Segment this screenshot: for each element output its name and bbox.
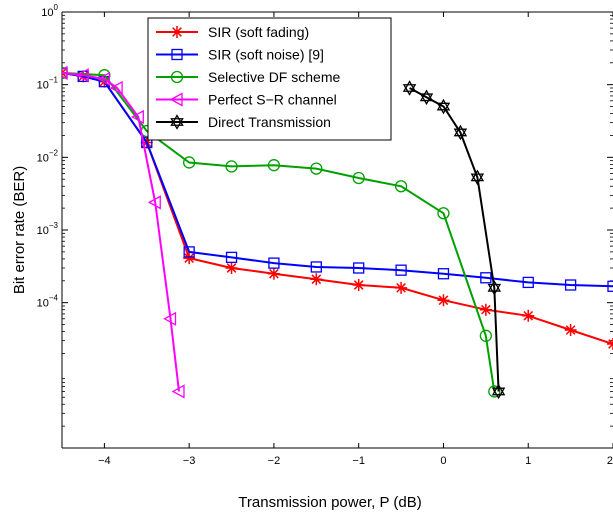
data-point xyxy=(487,280,502,292)
y-tick-label: 10−3 xyxy=(37,221,59,237)
data-point xyxy=(522,276,534,289)
data-point xyxy=(419,89,434,102)
legend-entry: Selective DF scheme xyxy=(156,69,340,85)
data-point xyxy=(267,267,280,280)
data-point xyxy=(395,264,407,276)
data-point xyxy=(225,261,238,274)
x-tick-label: −3 xyxy=(183,455,196,467)
data-point xyxy=(225,160,238,173)
data-point xyxy=(75,68,89,83)
x-axis-label: Transmission power, P (dB) xyxy=(238,494,421,511)
data-point xyxy=(436,102,451,115)
data-point xyxy=(491,387,506,400)
x-tick-label: 1 xyxy=(525,455,531,467)
data-point xyxy=(109,80,123,96)
y-tick-label: 10−2 xyxy=(37,148,59,164)
x-tick-label: −1 xyxy=(352,455,365,467)
x-tick-label: 0 xyxy=(440,455,446,467)
data-point xyxy=(394,180,408,193)
data-point xyxy=(130,109,144,125)
data-point xyxy=(402,84,417,96)
data-point xyxy=(488,385,501,398)
data-point xyxy=(453,128,468,141)
data-point xyxy=(310,273,323,286)
data-point xyxy=(171,384,185,399)
y-tick-label: 10−1 xyxy=(37,76,59,92)
data-point xyxy=(402,80,417,92)
data-point xyxy=(437,207,450,220)
series-line xyxy=(62,71,180,392)
legend-label: Selective DF scheme xyxy=(208,69,340,85)
data-point xyxy=(268,257,280,269)
data-point xyxy=(453,124,468,137)
data-point xyxy=(183,156,196,169)
y-axis-label: Bit error rate (BER) xyxy=(11,166,28,294)
series-line xyxy=(62,71,613,288)
legend-marker xyxy=(170,114,184,126)
x-tick-label: 2 xyxy=(607,455,613,467)
data-point xyxy=(62,65,68,81)
legend-entry: SIR (soft noise) [9] xyxy=(156,47,324,63)
data-point xyxy=(183,252,196,265)
data-point xyxy=(470,169,485,182)
legend-marker xyxy=(170,118,184,130)
legend-label: SIR (soft fading) xyxy=(208,24,309,40)
data-point xyxy=(310,162,323,175)
x-tick-label: −4 xyxy=(98,455,111,467)
data-point xyxy=(564,324,577,337)
legend-entry: SIR (soft fading) xyxy=(156,24,309,40)
data-point xyxy=(97,71,111,87)
data-point xyxy=(564,279,577,291)
data-point xyxy=(480,272,492,284)
legend-entry: Direct Transmission xyxy=(156,114,331,130)
data-point xyxy=(310,261,322,273)
series-group xyxy=(62,65,613,400)
data-point xyxy=(163,311,177,326)
legend-label: SIR (soft noise) [9] xyxy=(208,47,324,63)
data-point xyxy=(607,280,613,292)
data-point xyxy=(353,262,365,274)
data-point xyxy=(352,171,365,185)
data-point xyxy=(395,281,408,294)
legend-label: Direct Transmission xyxy=(208,114,331,130)
data-point xyxy=(147,195,161,210)
data-point xyxy=(267,159,281,172)
legend-label: Perfect S−R channel xyxy=(208,92,337,108)
data-point xyxy=(491,383,506,396)
data-point xyxy=(225,251,238,264)
legend-marker xyxy=(171,48,183,61)
axes: −4 −3 −2 −1 0 1 2 100 10−1 10−2 10−3 10−4 xyxy=(37,3,613,467)
data-point xyxy=(141,136,153,149)
series-5 xyxy=(402,80,506,400)
legend-entry: Perfect S−R channel xyxy=(156,92,337,108)
legend-marker xyxy=(170,70,184,84)
data-point xyxy=(470,173,485,186)
data-point xyxy=(479,303,492,316)
series-line xyxy=(409,87,500,392)
data-point xyxy=(437,268,450,280)
data-point xyxy=(487,283,502,296)
x-tick-label: −2 xyxy=(268,455,281,467)
data-point xyxy=(522,309,535,322)
legend: SIR (soft fading) SIR (soft noise) [9] Sel… xyxy=(147,17,392,141)
data-point xyxy=(436,98,451,111)
data-point xyxy=(479,329,492,342)
data-point xyxy=(437,294,450,307)
data-point xyxy=(352,279,365,292)
legend-marker xyxy=(169,92,183,107)
y-tick-label: 100 xyxy=(41,3,58,19)
legend-box xyxy=(147,17,392,141)
legend-marker xyxy=(171,26,183,38)
series-4 xyxy=(62,65,185,399)
data-point xyxy=(419,93,434,106)
data-point xyxy=(183,246,195,258)
y-tick-label: 10−4 xyxy=(37,294,59,310)
